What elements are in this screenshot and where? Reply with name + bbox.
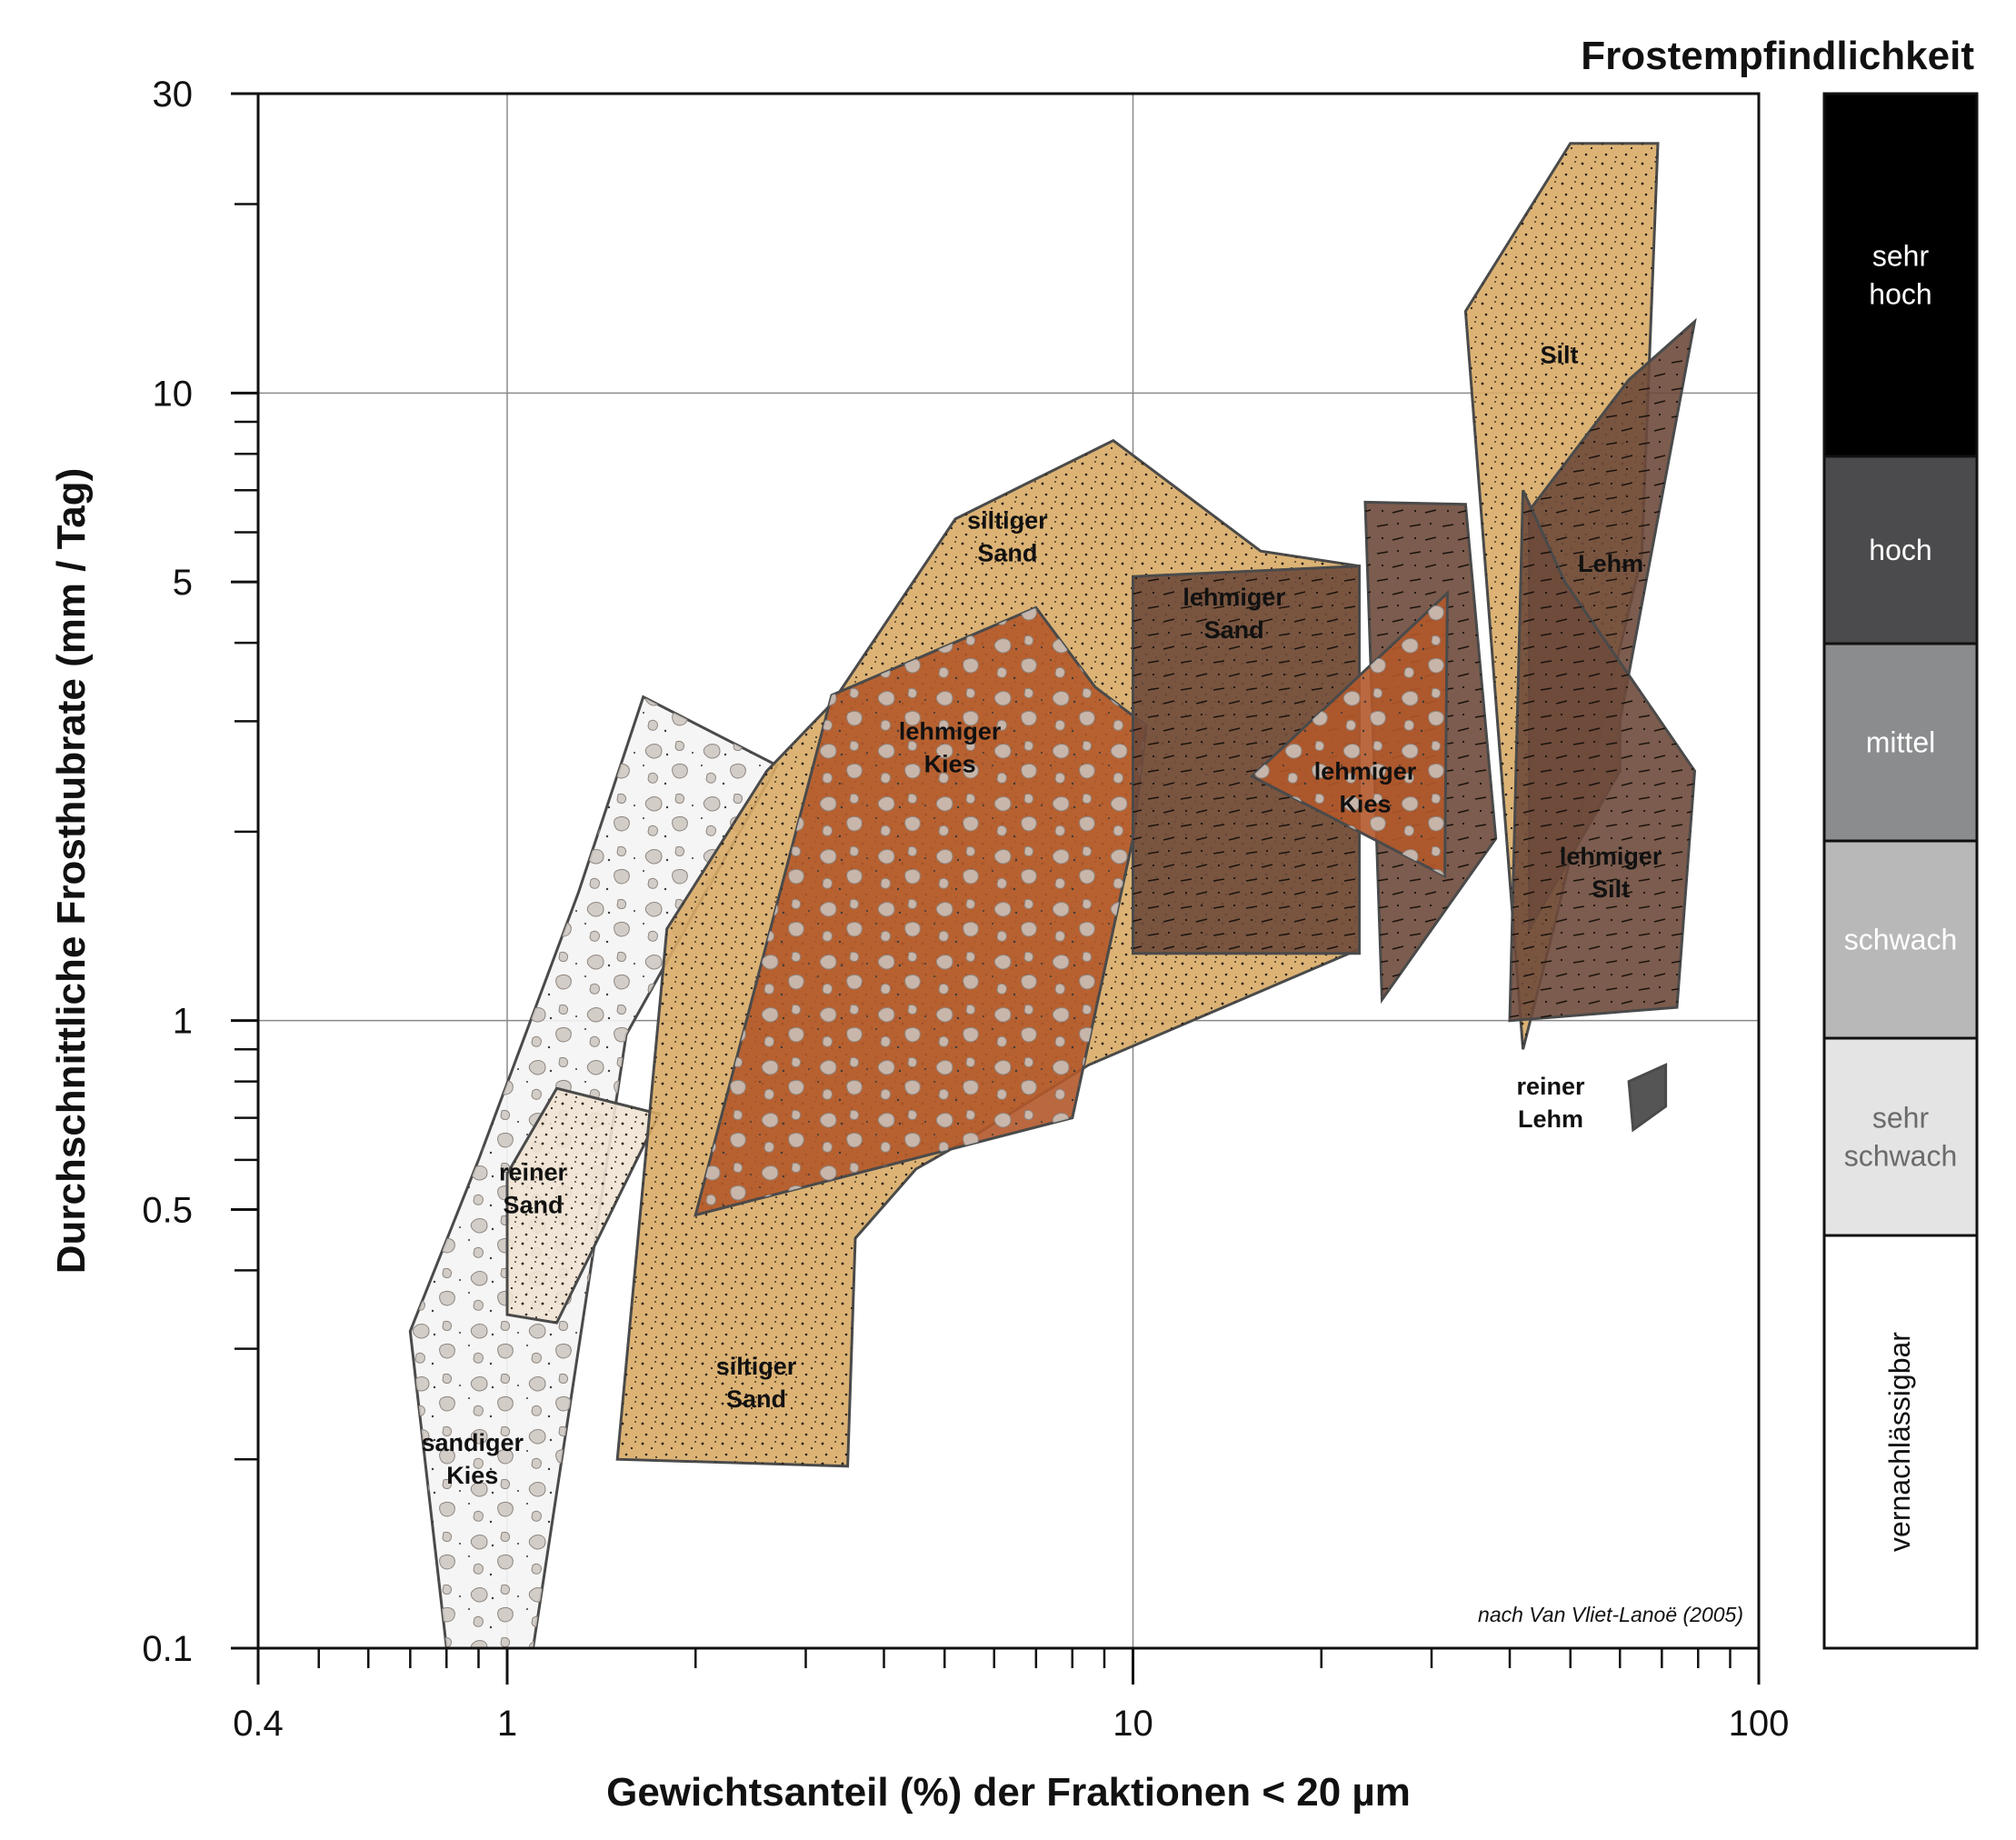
- x-axis-title: Gewichtsanteil (%) der Fraktionen < 20 µ…: [606, 1770, 1411, 1815]
- region-label: lehmiger Silt: [1560, 843, 1662, 903]
- frost-sensitivity-scale: sehr hoch hoch mittel schwach sehr schwach vern…: [1822, 92, 1979, 1650]
- region-label: sandiger Kies: [421, 1429, 524, 1489]
- region-label: Lehm: [1578, 550, 1643, 577]
- scale-label: mittel: [1866, 726, 1935, 759]
- chart-regions: [408, 142, 1697, 1650]
- region-9: [1249, 589, 1449, 879]
- region-label: reiner Lehm: [1517, 1073, 1586, 1133]
- region-label: lehmiger Kies: [899, 718, 1002, 778]
- y-tick-label: 10: [153, 374, 194, 414]
- scale-class-5: vernachlässigbar: [1822, 1234, 1979, 1650]
- x-tick-label: 10: [1113, 1704, 1153, 1744]
- scale-swatch: [1822, 92, 1979, 458]
- y-tick-label: 0.1: [142, 1629, 193, 1669]
- scale-class-3: schwach: [1822, 839, 1979, 1040]
- x-tick-label: 100: [1729, 1704, 1790, 1744]
- scale-class-1: hoch: [1822, 455, 1979, 645]
- region-label: siltiger Sand: [967, 507, 1048, 567]
- region-texture: [695, 607, 1147, 1215]
- region-label: lehmiger Sand: [1183, 584, 1285, 644]
- scale-label: vernachlässigbar: [1883, 1332, 1916, 1552]
- region-texture: [1133, 565, 1360, 954]
- region-label: siltiger Sand: [716, 1353, 797, 1413]
- scale-label: schwach: [1844, 924, 1958, 956]
- y-axis-title: Durchschnittliche Frosthubrate (mm / Tag…: [49, 468, 94, 1275]
- scale-label: hoch: [1869, 534, 1931, 566]
- scale-label: sehr hoch: [1869, 240, 1931, 311]
- scale-swatch: [1822, 839, 1979, 1040]
- region-texture: [1252, 593, 1448, 876]
- scale-swatch: [1822, 642, 1979, 843]
- region-label: lehmiger Kies: [1314, 758, 1417, 818]
- region-shape: [1627, 1063, 1668, 1133]
- region-1: [505, 1086, 662, 1325]
- region-texture: [1510, 490, 1695, 1021]
- scale-label: sehr schwach: [1844, 1102, 1958, 1173]
- x-tick-label: 1: [497, 1704, 517, 1744]
- region-4: [1132, 565, 1361, 955]
- legend-title: Frostempfindlichkeit: [1581, 34, 1974, 78]
- y-tick-label: 1: [173, 1002, 193, 1042]
- region-8: [1508, 489, 1697, 1023]
- scale-class-2: mittel: [1822, 642, 1979, 843]
- plot-frame: [256, 92, 1761, 1650]
- scale-swatch: [1822, 455, 1979, 645]
- region-texture: [507, 1088, 660, 1324]
- scale-swatch: [1822, 1234, 1979, 1650]
- axis-ticks: 0.4 1 10 100 0.1 0.5 1 5 10 30: [142, 75, 1789, 1744]
- region-label: Silt: [1541, 341, 1579, 368]
- region-10: [1627, 1063, 1668, 1133]
- region-label: reiner Sand: [499, 1158, 568, 1218]
- x-tick-label: 0.4: [233, 1704, 284, 1744]
- scale-swatch: [1822, 1036, 1979, 1237]
- region-labels: siltiger Sand lehmiger Kies lehmiger Sand lehm…: [421, 341, 1662, 1489]
- source-note: nach Van Vliet-Lanoë (2005): [1478, 1603, 1743, 1626]
- y-tick-label: 5: [173, 563, 193, 603]
- scale-class-4: sehr schwach: [1822, 1036, 1979, 1237]
- y-tick-label: 0.5: [142, 1190, 193, 1230]
- scale-class-0: sehr hoch: [1822, 92, 1979, 458]
- y-tick-label: 30: [153, 75, 194, 115]
